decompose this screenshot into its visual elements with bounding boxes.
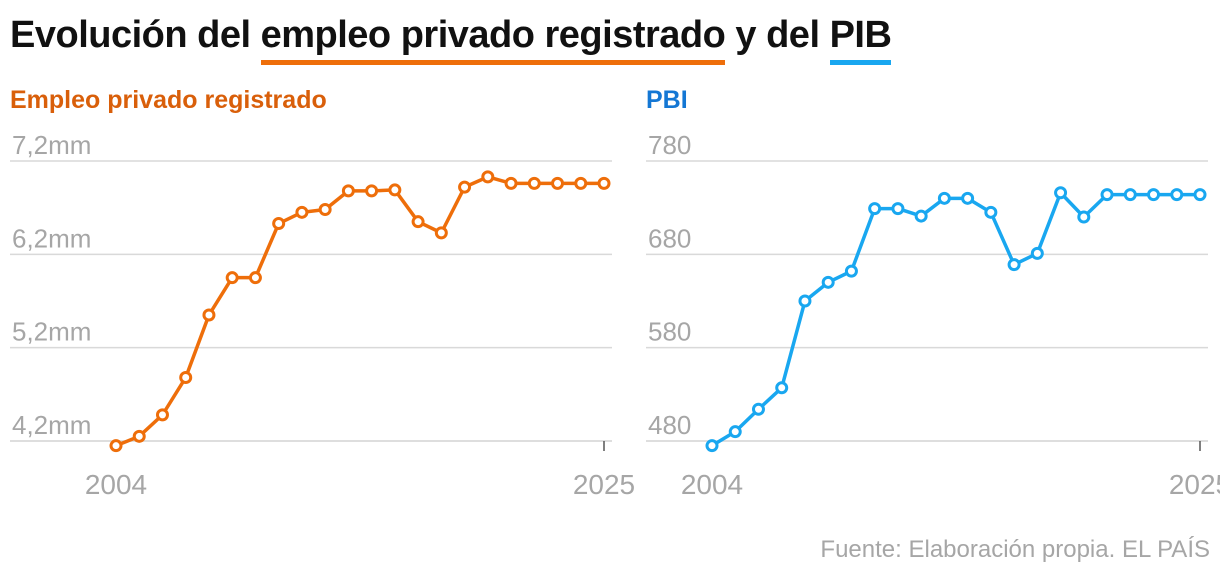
employment-data-point [551, 176, 565, 190]
gdp-y-tick-label: 780 [648, 130, 691, 160]
source-note: Fuente: Elaboración propia. EL PAÍS [820, 536, 1210, 563]
gdp-data-point [961, 191, 975, 205]
gdp-data-point [1170, 188, 1184, 202]
gdp-x-tick-label: 2004 [681, 469, 743, 500]
gdp-data-point [728, 425, 742, 439]
gdp-data-point [1007, 258, 1021, 272]
employment-data-point [155, 408, 169, 422]
employment-data-point [504, 176, 518, 190]
employment-series-line [115, 175, 604, 448]
gdp-data-point [891, 202, 905, 216]
gdp-data-point [868, 202, 882, 216]
employment-data-point [458, 180, 472, 194]
gdp-data-point [705, 439, 719, 453]
gdp-data-point [821, 275, 835, 289]
employment-data-point [179, 371, 193, 385]
title-highlight-gdp: PIB [829, 14, 892, 65]
employment-x-tick-label: 2004 [85, 469, 147, 500]
employment-data-point [434, 226, 448, 240]
employment-data-point [202, 308, 216, 322]
gdp-data-point [1147, 188, 1161, 202]
employment-data-point [527, 176, 541, 190]
gdp-data-point [1054, 186, 1068, 200]
employment-data-point [597, 176, 611, 190]
gdp-x-tick-label: 2025 [1169, 469, 1220, 500]
page-title: Evolución del empleo privado registrado … [10, 14, 892, 65]
title-part2: y del [735, 14, 820, 56]
employment-data-point [318, 203, 332, 217]
gdp-chart-title: PBI [646, 86, 688, 114]
gdp-data-point [798, 294, 812, 308]
employment-data-point [365, 184, 379, 198]
gdp-data-point [1030, 246, 1044, 260]
employment-data-point [132, 429, 146, 443]
employment-chart-title: Empleo privado registrado [10, 86, 327, 114]
employment-x-tick-label: 2025 [573, 469, 635, 500]
employment-data-point [341, 184, 355, 198]
gdp-y-tick-label: 580 [648, 317, 691, 347]
title-highlight-employment: empleo privado registrado [260, 14, 726, 65]
title-part1: Evolución del [10, 14, 251, 56]
gdp-data-point [751, 402, 765, 416]
employment-data-point [272, 217, 286, 231]
employment-data-point [574, 176, 588, 190]
gdp-data-point [1100, 188, 1114, 202]
employment-y-tick-label: 5,2mm [12, 317, 91, 347]
gdp-y-tick-label: 480 [648, 410, 691, 440]
gdp-data-point [775, 381, 789, 395]
gdp-data-point [1193, 188, 1207, 202]
employment-data-point [248, 271, 262, 285]
gdp-data-point [937, 191, 951, 205]
employment-data-point [411, 215, 425, 229]
gdp-data-point [984, 205, 998, 219]
gdp-data-point [914, 209, 928, 223]
gdp-data-point [1077, 210, 1091, 224]
gdp-y-tick-label: 680 [648, 223, 691, 253]
employment-data-point [481, 170, 495, 184]
employment-y-tick-label: 6,2mm [12, 223, 91, 253]
employment-y-tick-label: 4,2mm [12, 410, 91, 440]
gdp-data-point [844, 264, 858, 278]
employment-data-point [295, 205, 309, 219]
employment-data-point [388, 183, 402, 197]
gdp-series-line [711, 190, 1200, 448]
gdp-data-point [1123, 188, 1137, 202]
employment-y-tick-label: 7,2mm [12, 130, 91, 160]
employment-data-point [109, 439, 123, 453]
employment-data-point [225, 271, 239, 285]
